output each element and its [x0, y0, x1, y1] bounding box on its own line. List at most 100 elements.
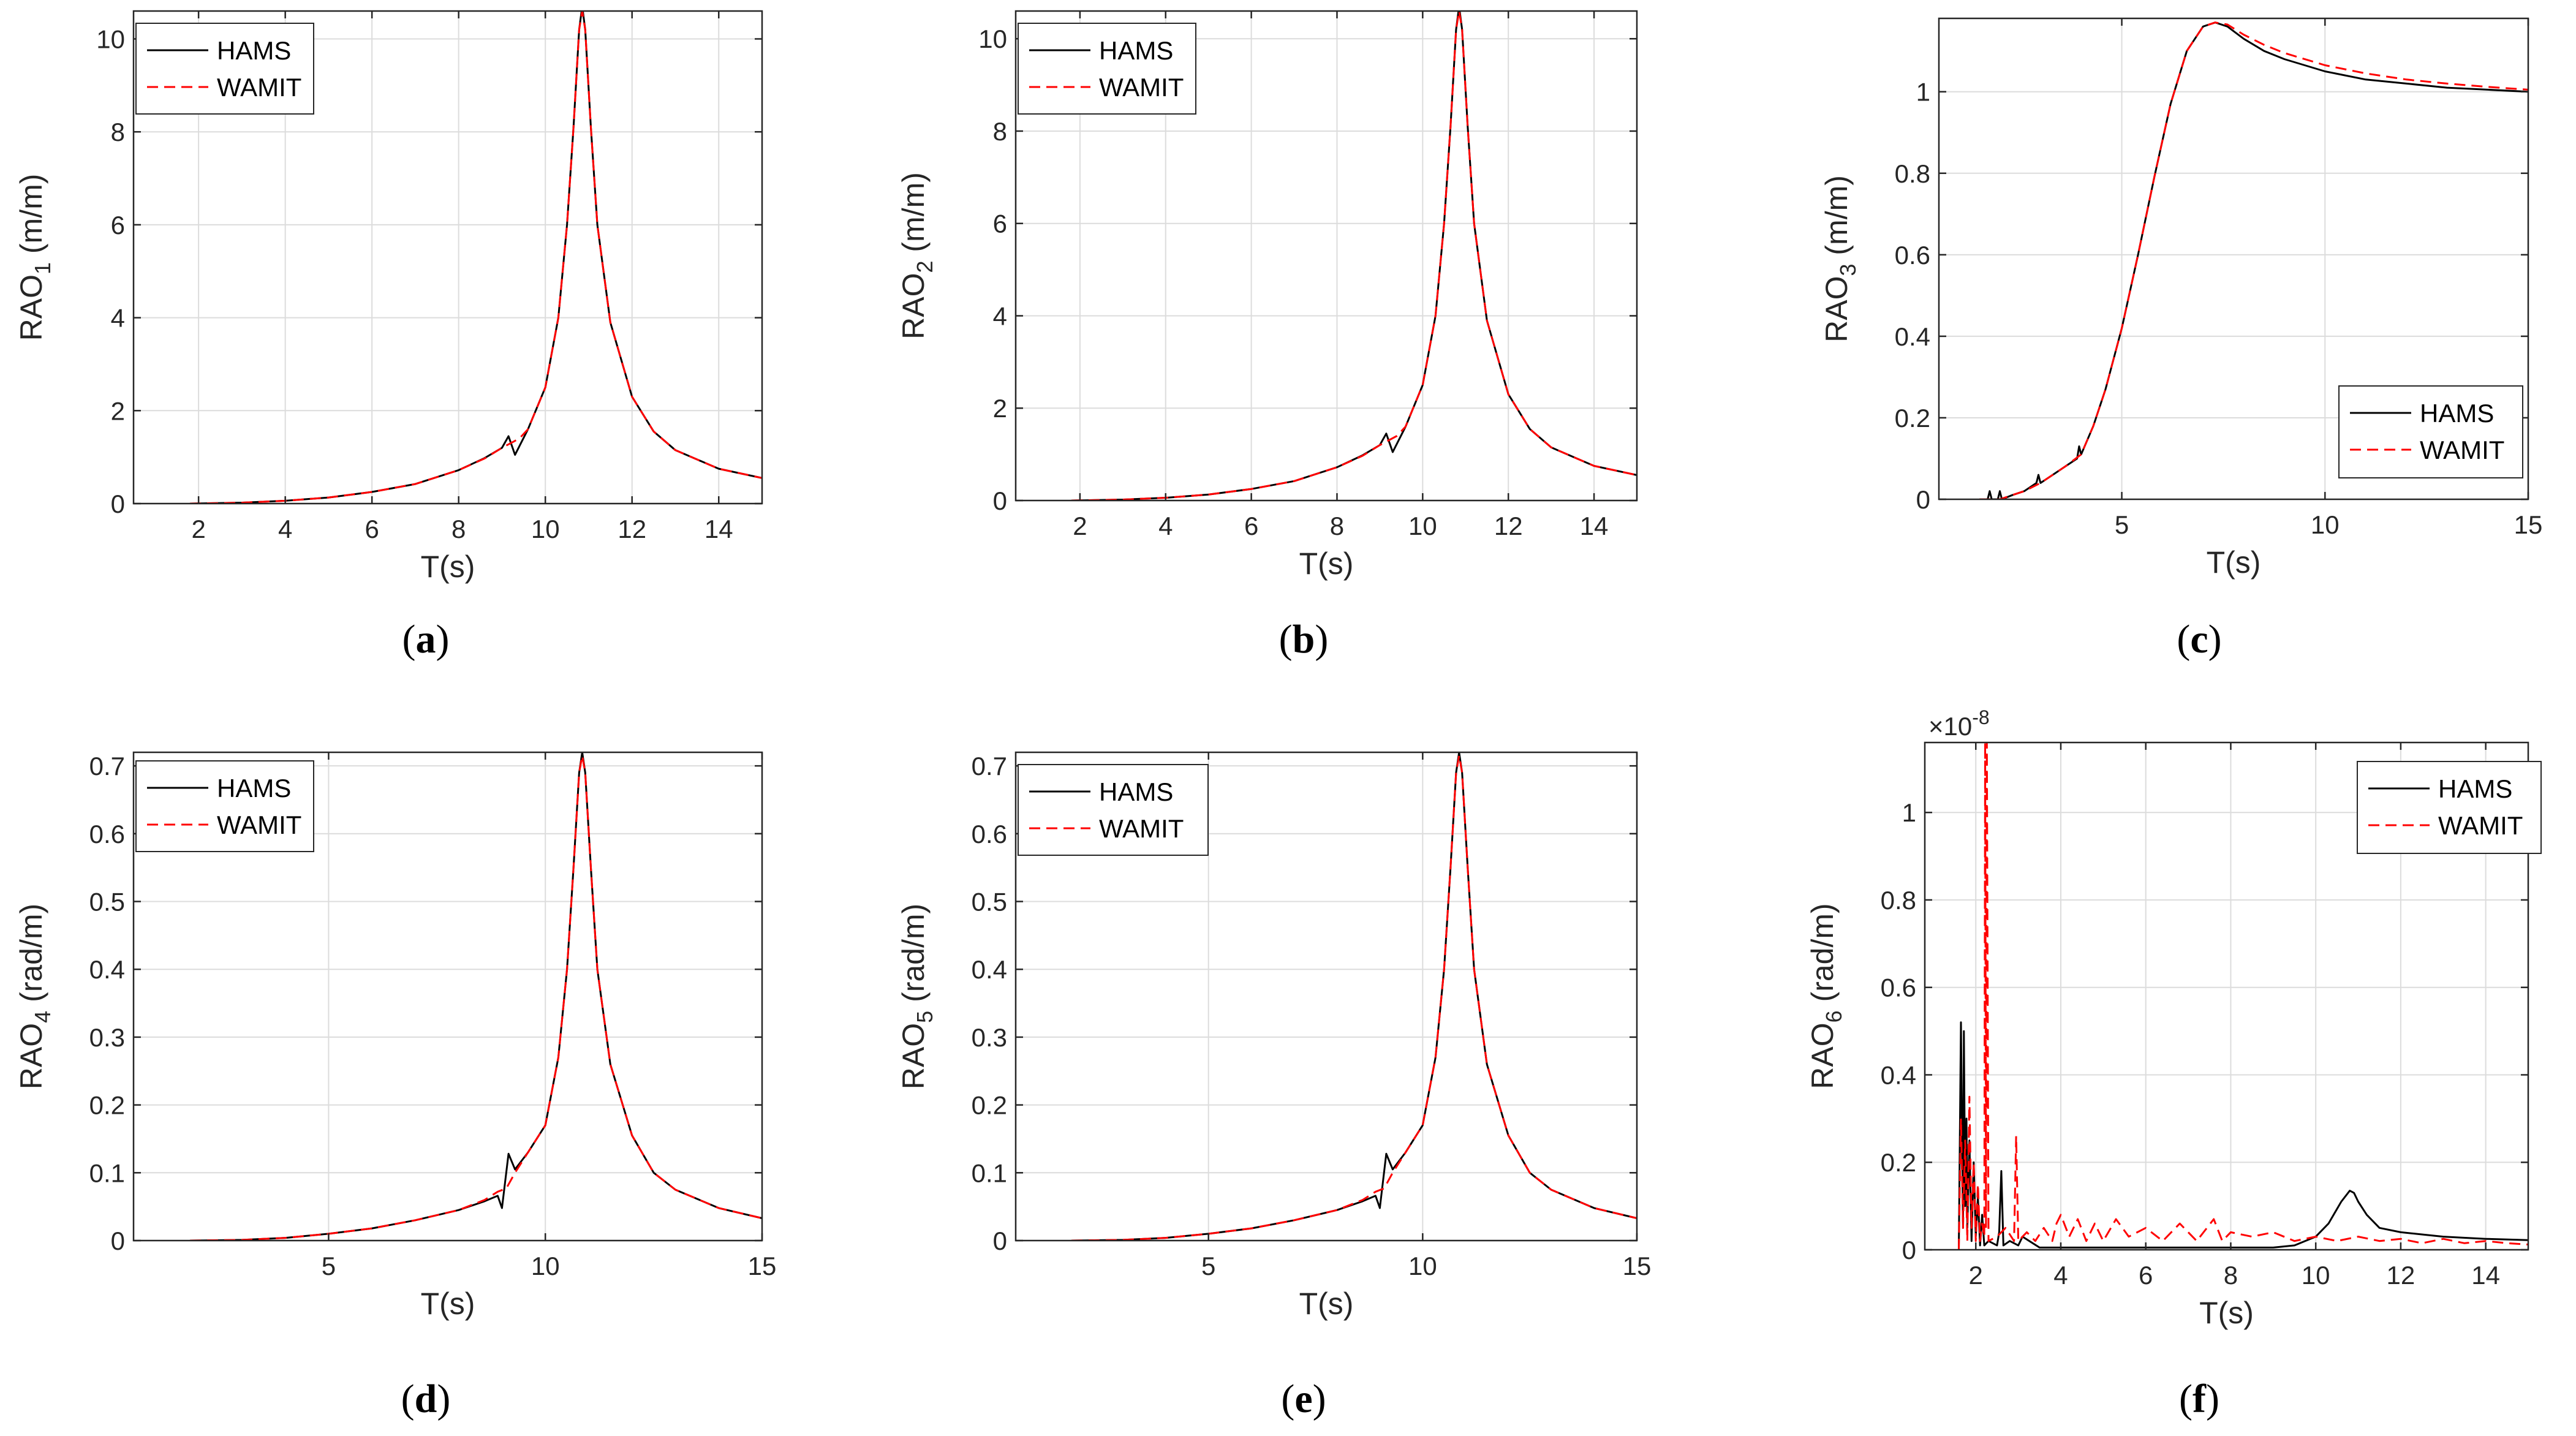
- legend: HAMS WAMIT: [2357, 761, 2542, 854]
- legend: HAMS WAMIT: [135, 760, 314, 852]
- axes-box: [1924, 741, 2529, 1251]
- y-tick-label: 0.1: [89, 1158, 125, 1187]
- y-tick-label: 6: [111, 211, 125, 240]
- y-axis-label: RAO5 (rad/m): [896, 904, 937, 1089]
- y-tick-label: 1: [1916, 78, 1930, 107]
- x-tick-label: 5: [2115, 510, 2129, 539]
- panel-a: 2 4 6 8 10 12 14 0 2 4 6 8 10 T(s) RAO1 (m/m) HAMS WAMIT…: [14, 10, 763, 662]
- y-tick-label: 0.5: [972, 888, 1007, 916]
- legend-box: [2357, 761, 2542, 854]
- y-tick-label: 0.2: [1895, 404, 1930, 433]
- y-tick-label: 0.4: [1895, 322, 1930, 351]
- y-tick-label: 0: [111, 1226, 125, 1255]
- y-multiplier-label: ×10-8: [1928, 706, 1990, 741]
- legend-label-hams: HAMS: [2420, 399, 2494, 428]
- axes-box: [132, 751, 763, 1242]
- x-tick-label: 10: [531, 1252, 560, 1280]
- x-tick-label: 12: [618, 515, 646, 543]
- y-tick-label: 0.3: [89, 1023, 125, 1052]
- y-tick-label: 6: [993, 210, 1007, 238]
- x-axis-label: T(s): [2207, 545, 2261, 580]
- x-tick-label: 4: [278, 515, 292, 543]
- x-tick-label: 6: [364, 515, 379, 543]
- panel-e: 5 10 15 0 0.1 0.2 0.3 0.4 0.5 0.6 0.7 T(s) RAO5 (rad…: [896, 751, 1651, 1421]
- panel-d: 5 10 15 0 0.1 0.2 0.3 0.4 0.5 0.6 0.7 T(s) RAO4 (rad…: [14, 751, 777, 1421]
- y-tick-label: 0.5: [89, 888, 125, 916]
- axes-box: [132, 10, 763, 505]
- y-tick-label: 0.6: [89, 820, 125, 848]
- x-tick-label: 10: [1408, 1252, 1437, 1280]
- y-axis-label: RAO6 (rad/m): [1805, 903, 1846, 1089]
- y-axis-label: RAO1 (m/m): [14, 174, 55, 341]
- x-tick-label: 14: [704, 515, 733, 543]
- y-tick-label: 0.2: [89, 1091, 125, 1120]
- x-tick-label: 2: [1969, 1261, 1983, 1290]
- legend-label-hams: HAMS: [1099, 777, 1173, 806]
- axes-box: [1938, 17, 2529, 501]
- x-tick-label: 14: [1580, 512, 1609, 540]
- y-tick-label: 0.3: [972, 1023, 1007, 1052]
- x-tick-label: 8: [1330, 512, 1344, 540]
- y-tick-label: 0.2: [1881, 1148, 1916, 1177]
- x-tick-label: 5: [322, 1252, 336, 1280]
- legend-box: [135, 23, 314, 115]
- x-tick-label: 6: [1244, 512, 1258, 540]
- legend: HAMS WAMIT: [2338, 385, 2523, 478]
- x-tick-label: 12: [1494, 512, 1523, 540]
- x-tick-label: 6: [2139, 1261, 2153, 1290]
- x-tick-label: 15: [2514, 510, 2543, 539]
- x-axis-label: T(s): [1299, 1287, 1354, 1321]
- x-tick-label: 10: [1408, 512, 1437, 540]
- y-tick-label: 2: [993, 394, 1007, 423]
- y-tick-label: 0: [993, 486, 1007, 515]
- subfigure-label: (e): [1281, 1377, 1326, 1421]
- y-tick-label: 0.6: [1895, 241, 1930, 270]
- y-axis-label: RAO2 (m/m): [896, 172, 937, 339]
- x-axis-label: T(s): [2199, 1296, 2254, 1330]
- y-tick-label: 0.7: [972, 752, 1007, 780]
- axes-box: [1014, 10, 1638, 502]
- x-tick-label: 4: [1158, 512, 1173, 540]
- legend-box: [135, 760, 314, 852]
- y-tick-label: 0.4: [1881, 1060, 1916, 1089]
- x-tick-label: 8: [2224, 1261, 2238, 1290]
- series-line-wamit: [1071, 11, 1637, 501]
- x-tick-label: 8: [451, 515, 466, 543]
- subfigure-label: (a): [402, 617, 450, 662]
- legend-label-hams: HAMS: [2438, 774, 2512, 803]
- y-axis-label: RAO4 (rad/m): [14, 904, 55, 1089]
- x-tick-label: 5: [1201, 1252, 1215, 1280]
- x-axis-label: T(s): [421, 550, 475, 584]
- legend-label-wamit: WAMIT: [2420, 436, 2504, 464]
- subfigure-label: (d): [401, 1377, 451, 1421]
- y-tick-label: 4: [111, 304, 125, 333]
- x-tick-label: 10: [2311, 510, 2340, 539]
- y-tick-label: 1: [1902, 798, 1916, 827]
- x-tick-label: 15: [748, 1252, 777, 1280]
- y-tick-label: 0.8: [1881, 886, 1916, 915]
- x-tick-label: 10: [531, 515, 560, 543]
- y-tick-label: 0: [993, 1226, 1007, 1255]
- legend-label-wamit: WAMIT: [217, 811, 301, 839]
- legend-label-hams: HAMS: [217, 774, 291, 803]
- x-axis-label: T(s): [421, 1287, 475, 1321]
- y-tick-label: 0.7: [89, 752, 125, 780]
- legend: HAMS WAMIT: [1018, 23, 1196, 115]
- y-tick-label: 10: [978, 25, 1007, 53]
- x-tick-label: 12: [2387, 1261, 2415, 1290]
- y-tick-label: 0.2: [972, 1091, 1007, 1120]
- legend-label-wamit: WAMIT: [217, 73, 301, 102]
- x-tick-label: 10: [2302, 1261, 2330, 1290]
- subfigure-label: (b): [1279, 617, 1329, 662]
- panel-c: 5 10 15 0 0.2 0.4 0.6 0.8 1 T(s) RAO3 (m/m) HAMS WAM…: [1819, 17, 2543, 662]
- x-tick-label: 14: [2471, 1261, 2500, 1290]
- x-axis-label: T(s): [1299, 546, 1354, 581]
- legend-label-wamit: WAMIT: [1099, 814, 1184, 843]
- legend-label-hams: HAMS: [1099, 36, 1173, 65]
- y-axis-label: RAO3 (m/m): [1819, 175, 1860, 342]
- series-line-hams: [1958, 1021, 2528, 1250]
- legend-box: [2338, 385, 2523, 478]
- y-tick-label: 0.8: [1895, 159, 1930, 188]
- series-line-wamit: [1958, 743, 2528, 1250]
